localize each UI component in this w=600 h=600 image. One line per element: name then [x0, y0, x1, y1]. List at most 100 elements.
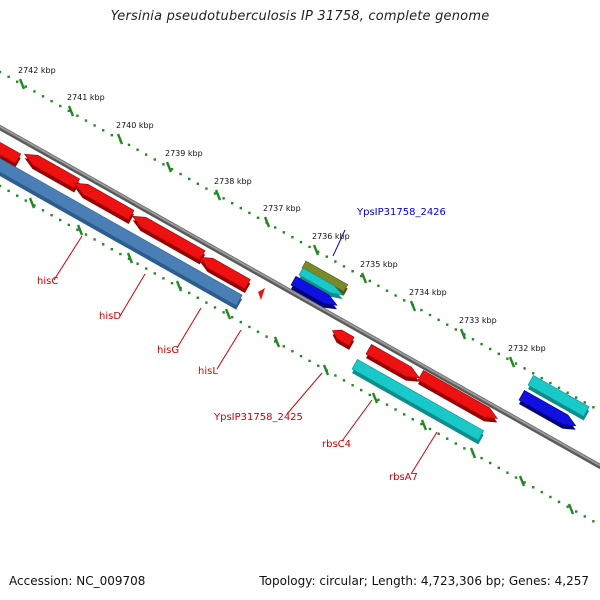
minor-tick	[222, 311, 225, 314]
gene-body	[417, 370, 498, 419]
minor-tick	[24, 85, 27, 88]
major-tick	[263, 216, 271, 228]
minor-tick	[59, 104, 62, 108]
gene-label-YpsIP31758_2426[interactable]: YpsIP31758_2426	[356, 207, 446, 218]
minor-tick	[592, 406, 595, 409]
minor-tick	[265, 335, 268, 338]
gene-body	[199, 256, 251, 290]
gene-label-rbsA7[interactable]: rbsA7	[389, 472, 418, 483]
gene-body	[298, 267, 344, 296]
genome-title: Yersinia pseudotuberculosis IP 31758, co…	[110, 9, 490, 24]
minor-tick	[317, 250, 320, 253]
minor-tick	[299, 240, 303, 244]
accession-text: Accession: NC_009708	[9, 574, 146, 588]
minor-tick	[532, 486, 535, 489]
minor-tick	[394, 294, 397, 297]
gene-label-YpsIP31758_2425[interactable]: YpsIP31758_2425	[213, 412, 303, 423]
minor-tick	[0, 184, 2, 188]
gene-label-hisG[interactable]: hisG	[157, 345, 179, 356]
gene-label-hisD[interactable]: hisD	[99, 311, 121, 322]
minor-tick	[377, 284, 380, 287]
major-tick	[409, 300, 417, 312]
minor-tick	[256, 330, 260, 333]
minor-tick	[93, 124, 96, 127]
minor-tick	[153, 272, 156, 275]
tick-label: 2733 kbp	[459, 316, 497, 325]
major-tick	[567, 503, 575, 515]
minor-tick	[514, 362, 518, 365]
minor-tick	[93, 238, 96, 241]
minor-tick	[213, 192, 217, 195]
minor-tick	[394, 408, 397, 411]
major-tick	[165, 161, 173, 173]
minor-tick	[50, 99, 53, 103]
minor-tick	[231, 315, 234, 319]
gene-label-hisC[interactable]: hisC	[37, 276, 58, 287]
gene-steelblue-band	[0, 157, 243, 310]
minor-tick	[24, 199, 27, 202]
minor-tick	[127, 143, 131, 147]
minor-tick	[239, 206, 242, 210]
minor-tick	[342, 379, 346, 382]
minor-tick	[403, 413, 406, 416]
minor-tick	[446, 323, 449, 326]
leader-line-rbsC4	[341, 399, 373, 442]
leader-line-YpsIP31758_2425	[286, 372, 323, 415]
tick-label: 2742 kbp	[18, 66, 56, 75]
minor-tick	[196, 182, 199, 185]
gene-cyan-right	[527, 375, 590, 421]
minor-tick	[0, 70, 2, 74]
minor-tick	[385, 403, 389, 406]
gene-hisL-marker	[258, 288, 265, 300]
minor-tick	[282, 231, 285, 234]
minor-tick	[213, 306, 217, 309]
minor-tick	[84, 119, 88, 122]
gene-label-hisL[interactable]: hisL	[198, 366, 218, 377]
gene-rbsA7-arrow	[417, 370, 498, 423]
gene-YpsIP31758_2425-arrow	[331, 329, 355, 350]
minor-tick	[368, 393, 371, 397]
major-tick	[273, 336, 281, 348]
gene-body	[365, 344, 420, 379]
minor-tick	[575, 510, 578, 513]
gene-cyan-band	[351, 359, 485, 445]
minor-tick	[334, 374, 337, 377]
minor-tick	[342, 265, 346, 268]
tick-label: 2736 kbp	[312, 232, 350, 241]
minor-tick	[420, 308, 423, 312]
minor-tick	[205, 301, 208, 304]
minor-tick	[566, 505, 569, 508]
tick-label: 2732 kbp	[508, 344, 546, 353]
minor-tick	[170, 167, 174, 171]
minor-tick	[454, 328, 457, 331]
minor-tick	[360, 274, 363, 278]
gene-body	[527, 375, 590, 417]
tick-label: 2740 kbp	[116, 121, 154, 130]
minor-tick	[308, 359, 311, 363]
minor-tick	[583, 401, 586, 404]
leader-line-rbsA7	[410, 431, 438, 475]
minor-tick	[136, 262, 139, 265]
minor-tick	[41, 209, 45, 212]
minor-tick	[523, 481, 526, 484]
major-tick	[76, 224, 84, 236]
minor-tick	[41, 95, 45, 98]
minor-tick	[480, 342, 483, 346]
minor-tick	[110, 247, 113, 251]
minor-tick	[454, 442, 457, 445]
minor-tick	[153, 158, 156, 161]
minor-tick	[540, 490, 543, 494]
minor-tick	[566, 391, 569, 394]
minor-tick	[248, 211, 251, 215]
minor-tick	[549, 495, 552, 499]
gene-label-rbsC4[interactable]: rbsC4	[322, 439, 351, 450]
major-tick	[67, 105, 75, 117]
minor-tick	[170, 281, 174, 285]
gene-hisG-arrow	[74, 182, 135, 224]
minor-tick	[592, 520, 595, 523]
minor-tick	[411, 418, 414, 421]
minor-tick	[317, 364, 320, 367]
minor-tick	[575, 396, 578, 399]
minor-tick	[239, 320, 242, 324]
gene-his-arrow-4	[132, 215, 206, 265]
